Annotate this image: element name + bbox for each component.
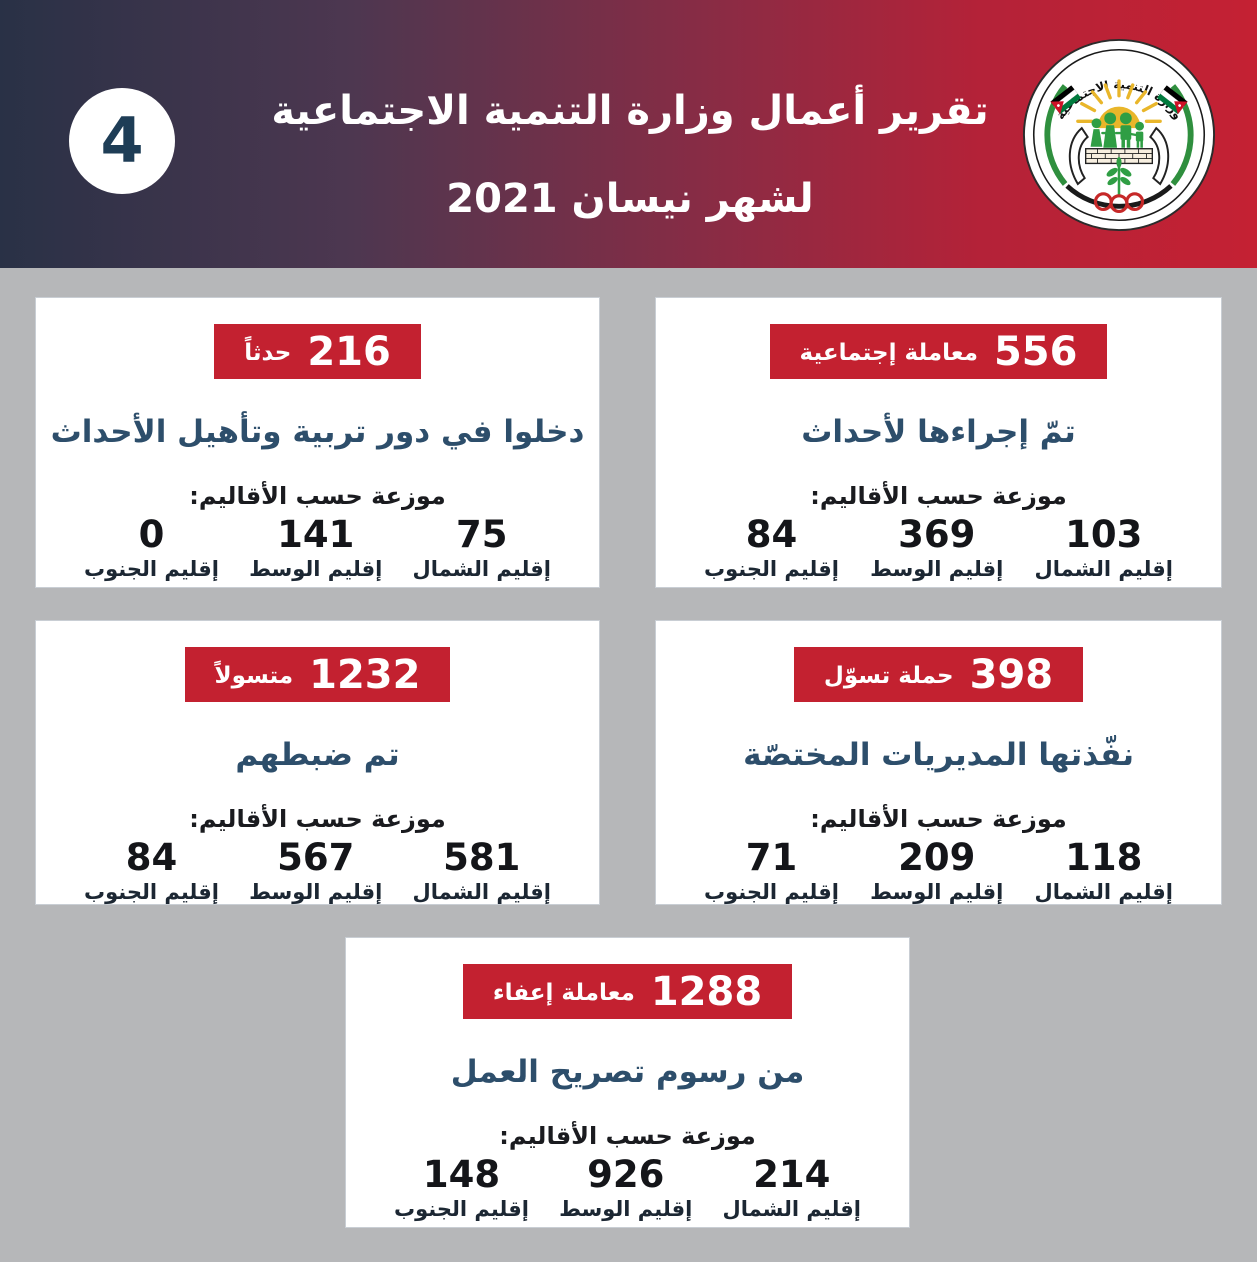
stat-north: 103 إقليم الشمال [1034, 512, 1173, 584]
stat-label: إقليم الجنوب [84, 880, 219, 905]
badge-value: 1232 [309, 651, 421, 698]
stat-label: إقليم الشمال [412, 557, 551, 582]
badge-unit: حدثاً [244, 339, 292, 366]
distribution-label: موزعة حسب الأقاليم: [810, 804, 1067, 833]
stat-north: 75 إقليم الشمال [412, 512, 551, 584]
stat-value: 84 [745, 512, 798, 556]
stat-value: 71 [745, 835, 798, 879]
stat-south: 84 إقليم الجنوب [704, 512, 839, 584]
stat-south: 148 إقليم الجنوب [394, 1152, 529, 1224]
distribution-label: موزعة حسب الأقاليم: [189, 804, 446, 833]
card-subtitle: تمّ إجراءها لأحداث [801, 414, 1076, 450]
jordan-flag-icon [1156, 85, 1188, 115]
card-subtitle: تم ضبطهم [235, 737, 400, 773]
stat-value: 214 [753, 1152, 831, 1196]
stat-label: إقليم الوسط [249, 880, 383, 905]
stat-value: 148 [422, 1152, 501, 1196]
stat-label: إقليم الجنوب [704, 557, 839, 582]
region-stats-row: 75 إقليم الشمال 141 إقليم الوسط 0 إقليم … [36, 512, 599, 584]
card-subtitle: نفّذتها المديريات المختصّة [743, 737, 1134, 773]
distribution-label: موزعة حسب الأقاليم: [499, 1121, 756, 1150]
stat-value: 209 [898, 835, 976, 879]
stat-value: 84 [125, 835, 178, 879]
stat-label: إقليم الشمال [1034, 880, 1173, 905]
distribution-label: موزعة حسب الأقاليم: [189, 481, 446, 510]
stat-card-juveniles-entered: 216 حدثاً دخلوا في دور تربية وتأهيل الأح… [35, 297, 600, 588]
page-number: 4 [100, 104, 144, 177]
stat-center: 369 إقليم الوسط [870, 512, 1004, 584]
stat-label: إقليم الشمال [722, 1197, 861, 1222]
card-subtitle: من رسوم تصريح العمل [450, 1054, 805, 1090]
badge-unit: حملة تسوّل [823, 662, 954, 689]
badge-value: 1288 [650, 968, 763, 1015]
stat-card-begging-campaigns: 398 حملة تسوّل نفّذتها المديريات المختصّ… [655, 620, 1222, 905]
stat-badge: 1288 معاملة إعفاء [462, 964, 793, 1019]
region-stats-row: 214 إقليم الشمال 926 إقليم الوسط 148 إقل… [346, 1152, 909, 1224]
stat-label: إقليم الجنوب [394, 1197, 529, 1222]
region-stats-row: 103 إقليم الشمال 369 إقليم الوسط 84 إقلي… [656, 512, 1221, 584]
stat-value: 581 [443, 835, 521, 879]
stat-north: 581 إقليم الشمال [412, 835, 551, 907]
stat-value: 369 [898, 512, 976, 556]
page-title-line2: لشهر نيسان 2021 [446, 176, 814, 222]
stat-value: 103 [1065, 512, 1143, 556]
stat-value: 0 [138, 512, 165, 556]
region-stats-row: 581 إقليم الشمال 567 إقليم الوسط 84 إقلي… [36, 835, 599, 907]
region-stats-row: 118 إقليم الشمال 209 إقليم الوسط 71 إقلي… [656, 835, 1221, 907]
stat-north: 118 إقليم الشمال [1034, 835, 1173, 907]
hands-icon [1068, 126, 1170, 186]
stat-value: 141 [277, 512, 355, 556]
rings-icon [1093, 192, 1145, 214]
distribution-label: موزعة حسب الأقاليم: [810, 481, 1067, 510]
stat-label: إقليم الوسط [870, 557, 1004, 582]
page-title-line1: تقرير أعمال وزارة التنمية الاجتماعية [271, 88, 989, 134]
ministry-logo-icon: وزارة التنمية الاجتماعية [1021, 37, 1217, 233]
plant-icon [1106, 157, 1132, 196]
stat-north: 214 إقليم الشمال [722, 1152, 861, 1224]
header-banner: 4 تقرير أعمال وزارة التنمية الاجتماعية ل… [0, 0, 1257, 268]
badge-value: 398 [969, 651, 1054, 698]
stat-label: إقليم الجنوب [704, 880, 839, 905]
stat-badge: 1232 متسولاً [184, 647, 451, 702]
page-number-badge: 4 [69, 88, 175, 194]
sun-icon [1076, 79, 1162, 123]
stat-south: 71 إقليم الجنوب [704, 835, 839, 907]
badge-value: 216 [307, 328, 391, 375]
stat-center: 926 إقليم الوسط [559, 1152, 693, 1224]
stat-value: 75 [456, 512, 508, 556]
jordan-flag-icon [1050, 85, 1082, 115]
stat-label: إقليم الوسط [249, 557, 383, 582]
stat-label: إقليم الوسط [559, 1197, 693, 1222]
stat-badge: 216 حدثاً [214, 324, 421, 379]
stat-label: إقليم الشمال [412, 880, 551, 905]
family-figures-icon [1090, 112, 1144, 148]
stat-value: 926 [587, 1152, 665, 1196]
stat-label: إقليم الوسط [870, 880, 1004, 905]
stat-value: 567 [277, 835, 355, 879]
stat-label: إقليم الشمال [1034, 557, 1173, 582]
stat-value: 118 [1065, 835, 1143, 879]
badge-value: 556 [993, 328, 1078, 375]
stat-center: 141 إقليم الوسط [249, 512, 383, 584]
stat-card-social-transactions: 556 معاملة إجتماعية تمّ إجراءها لأحداث م… [655, 297, 1222, 588]
badge-unit: معاملة إجتماعية [799, 339, 978, 366]
stat-card-beggars-caught: 1232 متسولاً تم ضبطهم موزعة حسب الأقاليم… [35, 620, 600, 905]
stat-label: إقليم الجنوب [84, 557, 219, 582]
page-title: تقرير أعمال وزارة التنمية الاجتماعية لشه… [270, 88, 990, 222]
stat-south: 0 إقليم الجنوب [84, 512, 219, 584]
card-subtitle: دخلوا في دور تربية وتأهيل الأحداث [50, 414, 585, 450]
badge-unit: متسولاً [214, 662, 294, 689]
stat-card-work-permit-exemptions: 1288 معاملة إعفاء من رسوم تصريح العمل مو… [345, 937, 910, 1228]
stat-south: 84 إقليم الجنوب [84, 835, 219, 907]
stat-badge: 398 حملة تسوّل [793, 647, 1084, 702]
badge-unit: معاملة إعفاء [492, 979, 635, 1006]
stat-badge: 556 معاملة إجتماعية [769, 324, 1108, 379]
stat-center: 567 إقليم الوسط [249, 835, 383, 907]
stat-center: 209 إقليم الوسط [870, 835, 1004, 907]
